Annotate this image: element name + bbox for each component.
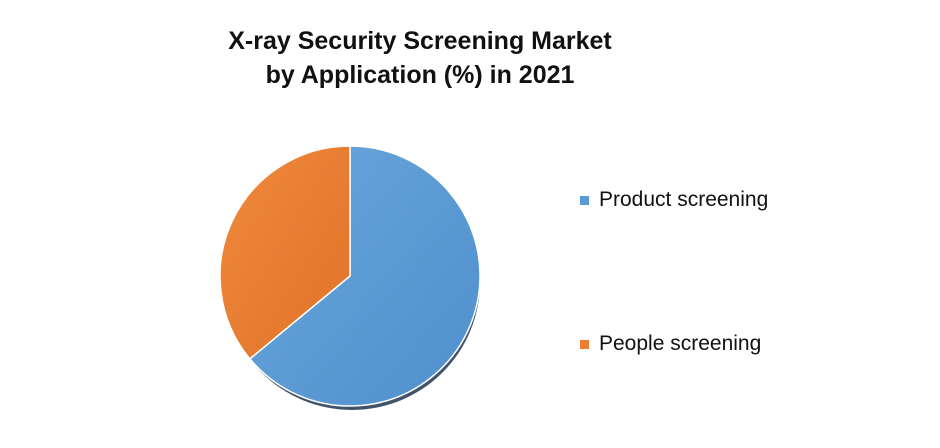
legend-label-product-screening: Product screening [599,188,769,211]
legend-swatch-people-screening [580,339,589,349]
chart-title-line-1: X-ray Security Screening Market [228,27,612,55]
legend-item-product-screening: Product screening [580,188,768,212]
legend-swatch-product-screening [580,195,589,205]
chart-title: X-ray Security Screening Market by Appli… [120,24,720,92]
chart-title-line-2: by Application (%) in 2021 [265,61,575,89]
pie-slice-people-screening [219,145,351,360]
pie-slices [219,145,481,407]
legend-item-people-screening: People screening [580,332,761,356]
pie-slice-product-screening [249,145,481,407]
legend: Product screening People screening [580,180,920,370]
legend-label-people-screening: People screening [599,332,762,355]
